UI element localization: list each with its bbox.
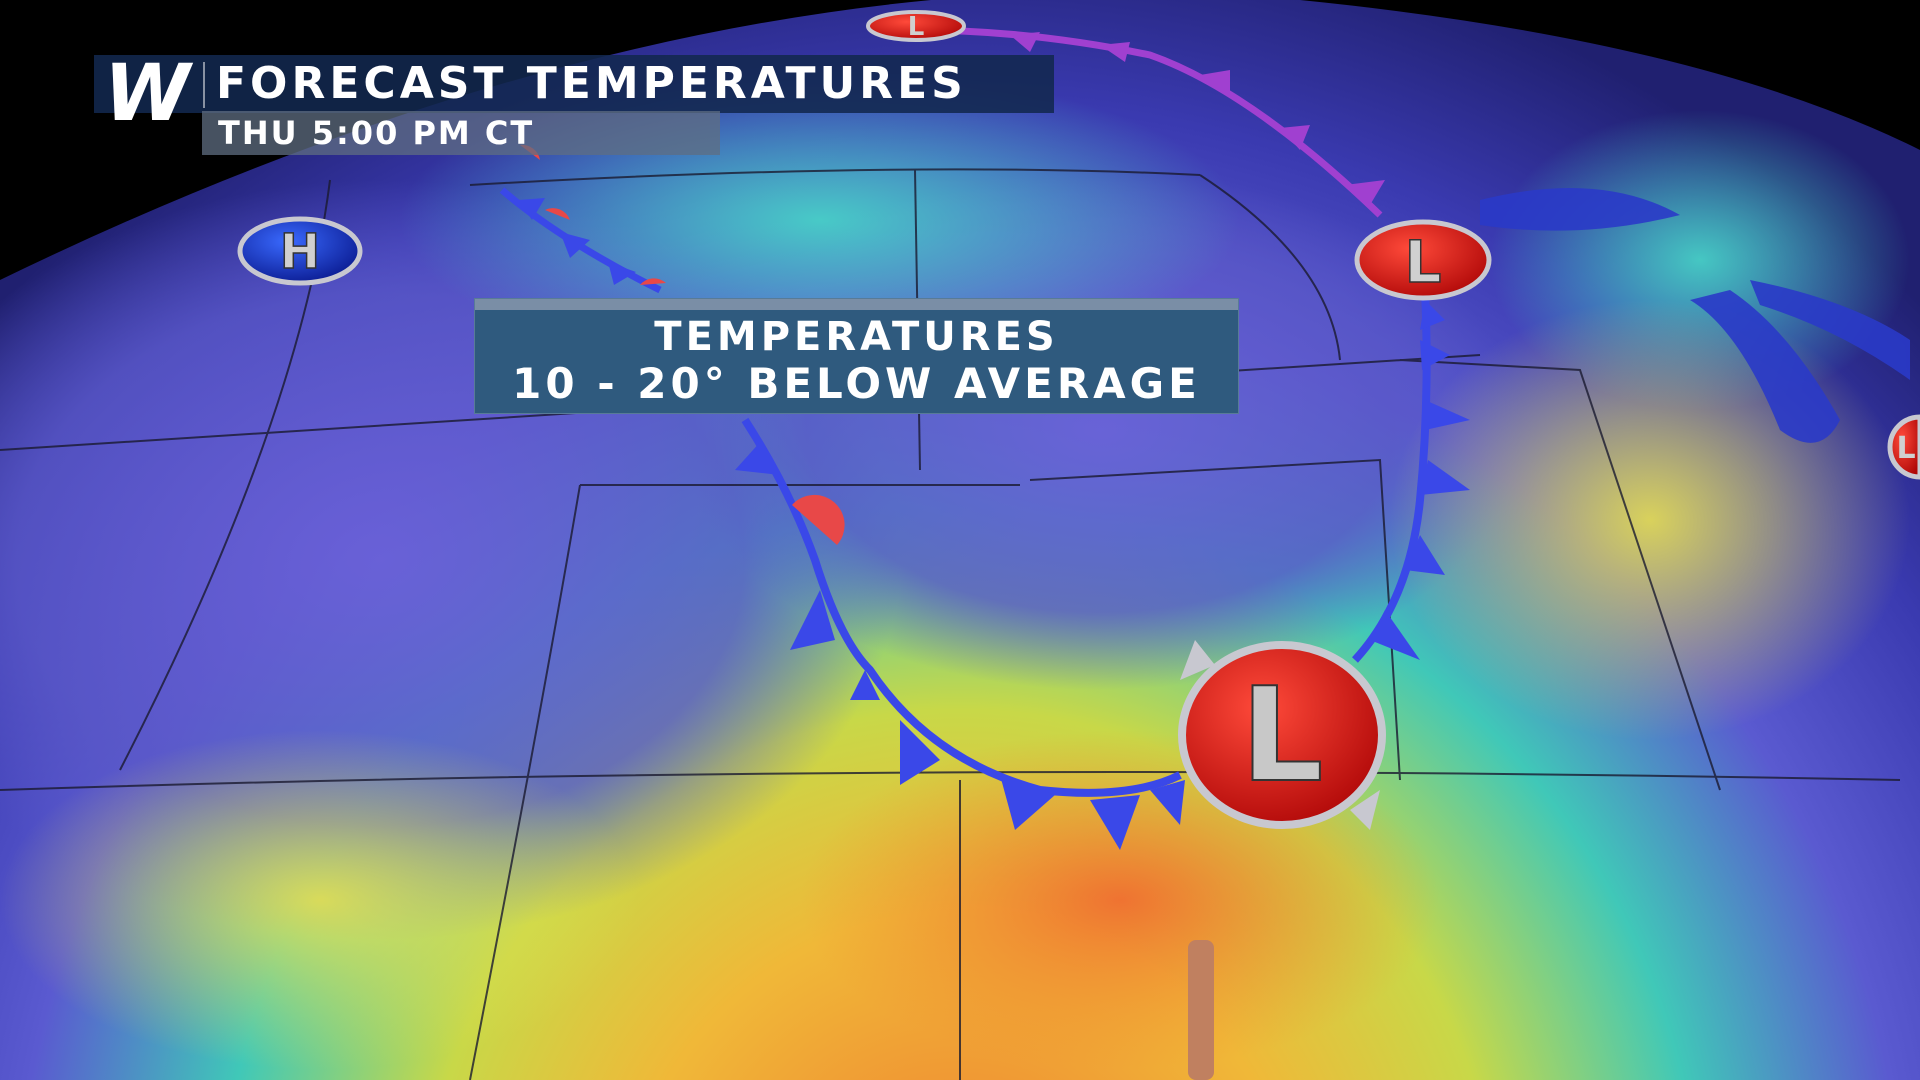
low-pressure-center-northeast: L bbox=[1354, 219, 1492, 301]
subtitle-bar bbox=[202, 111, 720, 155]
low-pressure-center-east-edge: L bbox=[1887, 414, 1920, 480]
callout-strip bbox=[475, 299, 1238, 310]
great-lakes bbox=[1480, 188, 1910, 443]
callout-line-1: TEMPERATURES bbox=[654, 314, 1059, 360]
page-title: FORECAST TEMPERATURES bbox=[216, 58, 967, 109]
low-pressure-center-main: L bbox=[1178, 640, 1386, 830]
cold-front-east bbox=[1352, 289, 1470, 663]
high-label: H bbox=[280, 224, 320, 280]
callout-line-2: 10 - 20° BELOW AVERAGE bbox=[512, 359, 1201, 408]
header-bar bbox=[94, 55, 1054, 113]
cold-front-west bbox=[499, 144, 1185, 850]
low-pressure-center-top: L bbox=[866, 10, 966, 42]
brand-logo: W bbox=[104, 49, 190, 139]
header-divider bbox=[203, 62, 205, 108]
low-label-main: L bbox=[1241, 659, 1324, 811]
occluded-front bbox=[914, 26, 1385, 218]
callout-box: TEMPERATURES 10 - 20° BELOW AVERAGE bbox=[474, 298, 1239, 414]
high-pressure-center: H bbox=[237, 216, 363, 286]
low-label-east-edge: L bbox=[1896, 431, 1915, 466]
marker-pole bbox=[1188, 940, 1214, 1080]
low-label-top: L bbox=[908, 12, 925, 42]
forecast-time: THU 5:00 PM CT bbox=[218, 114, 535, 152]
low-label-northeast: L bbox=[1405, 228, 1442, 296]
